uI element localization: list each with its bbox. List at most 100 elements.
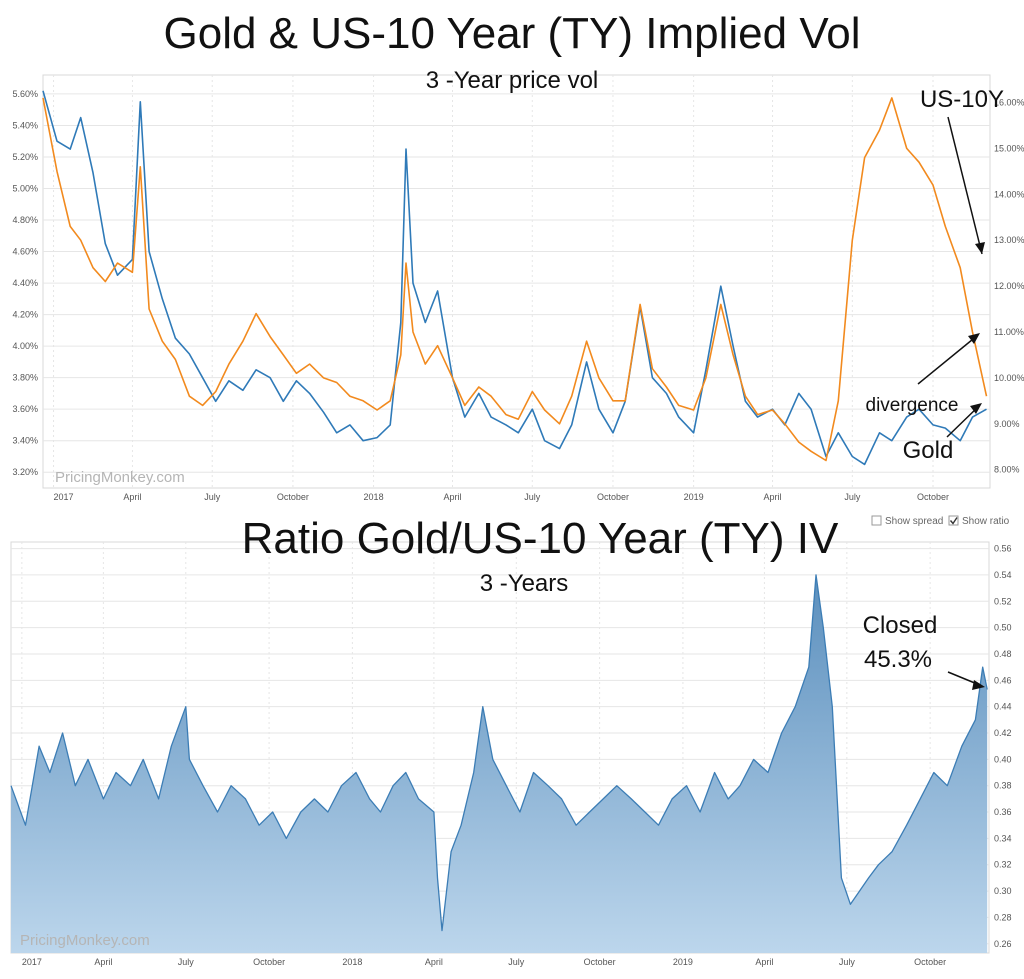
annotation-gold: Gold [903,437,954,464]
bottom-y-tick-label: 0.54 [994,570,1012,580]
top-y-left-tick-label: 3.40% [12,436,38,446]
bottom-x-tick-label: 2018 [342,957,362,967]
top-y-left-tick-label: 4.80% [12,215,38,225]
bottom-x-tick-label: April [755,957,773,967]
annotation-us10y: US-10Y [920,86,1004,113]
top-x-tick-label: April [123,492,141,502]
annotation-divergence: divergence [866,395,959,416]
bottom-watermark: PricingMonkey.com [20,932,150,949]
show-ratio-checkmark [949,517,958,525]
bottom-x-tick-label: October [253,957,285,967]
top-y-left-tick-label: 5.00% [12,183,38,193]
bottom-y-tick-label: 0.52 [994,596,1012,606]
top-chart-title: Gold & US-10 Year (TY) Implied Vol [164,9,861,58]
bottom-chart-subtitle: 3 -Years [480,570,569,597]
top-chart-subtitle: 3 -Year price vol [426,67,599,94]
top-chart: 2017 April July October 2018 April July October… [12,9,1024,502]
bottom-x-tick-label: July [839,957,856,967]
top-x-tick-label: 2017 [54,492,74,502]
top-x-tick-label: October [917,492,949,502]
bottom-x-tick-label: April [425,957,443,967]
top-y-right-tick-label: 16.00% [994,98,1024,108]
show-spread-control[interactable]: Show spread [871,515,943,527]
show-spread-checkbox[interactable] [871,515,882,526]
bottom-y-tick-label: 0.56 [994,544,1012,554]
bottom-y-tick-label: 0.46 [994,675,1012,685]
bottom-y-tick-label: 0.30 [994,886,1012,896]
top-watermark: PricingMonkey.com [55,469,185,486]
bottom-y-tick-label: 0.48 [994,649,1012,659]
series-line-us10y [42,90,987,466]
top-y-right-tick-label: 12.00% [994,281,1024,291]
series-line-gold [42,97,988,462]
bottom-y-tick-label: 0.42 [994,728,1012,738]
top-x-tick-label: July [204,492,221,502]
arrowhead-divergence [968,333,980,344]
top-y-right-tick-label: 14.00% [994,189,1024,199]
bottom-x-tick-label: April [94,957,112,967]
top-y-axis-left: 3.20% 3.40% 3.60% 3.80% 4.00% 4.20% 4.40% 4.60%… [12,89,38,477]
show-ratio-checkbox[interactable] [948,515,959,526]
top-y-left-tick-label: 5.20% [12,152,38,162]
top-x-tick-label: October [597,492,629,502]
arrow-divergence [917,334,979,385]
top-y-left-tick-label: 3.60% [12,404,38,414]
top-y-right-tick-label: 13.00% [994,235,1024,245]
bottom-y-tick-label: 0.28 [994,912,1012,922]
top-y-left-tick-label: 4.40% [12,278,38,288]
top-x-tick-label: October [277,492,309,502]
top-y-left-tick-label: 5.40% [12,120,38,130]
top-y-right-tick-label: 11.00% [994,327,1024,337]
bottom-x-tick-label: July [508,957,525,967]
bottom-y-tick-label: 0.34 [994,833,1012,843]
bottom-y-tick-label: 0.36 [994,807,1012,817]
bottom-x-tick-label: 2017 [22,957,42,967]
annotation-closed: Closed [863,612,938,639]
bottom-x-tick-label: July [178,957,195,967]
top-y-left-tick-label: 4.60% [12,247,38,257]
arrowhead-gold [970,403,982,414]
top-y-left-tick-label: 3.80% [12,373,38,383]
annotation-closed-value: 45.3% [864,646,932,673]
show-ratio-label[interactable]: Show ratio [962,516,1010,527]
show-ratio-control[interactable]: Show ratio [948,515,1010,527]
bottom-x-axis: 2017 April July October 2018 April July October… [22,957,946,967]
bottom-y-axis-right: 0.26 0.28 0.30 0.32 0.34 0.36 0.38 0.40 0.42 0.44… [994,544,1012,949]
series-line-ratio [10,574,988,932]
arrow-us10y [947,116,983,255]
top-y-left-tick-label: 4.20% [12,310,38,320]
bottom-y-tick-label: 0.44 [994,702,1012,712]
top-y-right-tick-label: 8.00% [994,465,1020,475]
bottom-y-tick-label: 0.50 [994,623,1012,633]
show-spread-label[interactable]: Show spread [885,516,943,527]
top-y-right-tick-label: 15.00% [994,143,1024,153]
top-x-tick-label: April [443,492,461,502]
bottom-y-tick-label: 0.26 [994,939,1012,949]
arrowhead-us10y [975,242,985,254]
top-x-tick-label: July [524,492,541,502]
top-y-left-tick-label: 4.00% [12,341,38,351]
top-y-axis-right: 8.00% 9.00% 10.00% 11.00% 12.00% 13.00% 14.00%… [994,98,1024,475]
top-x-tick-label: April [764,492,782,502]
bottom-y-tick-label: 0.32 [994,860,1012,870]
series-area-ratio [11,574,988,953]
top-grid [43,75,990,488]
top-y-right-tick-label: 9.00% [994,419,1020,429]
bottom-x-tick-label: 2019 [673,957,693,967]
bottom-chart: 2017 April July October 2018 April July October… [10,514,1012,967]
bottom-y-tick-label: 0.40 [994,754,1012,764]
top-x-tick-label: July [844,492,861,502]
bottom-chart-title: Ratio Gold/US-10 Year (TY) IV [242,514,839,563]
top-x-tick-label: 2018 [364,492,384,502]
top-x-axis: 2017 April July October 2018 April July October… [54,492,950,502]
top-y-left-tick-label: 5.60% [12,89,38,99]
arrowhead-closed [972,680,985,690]
top-x-tick-label: 2019 [684,492,704,502]
top-y-right-tick-label: 10.00% [994,373,1024,383]
bottom-y-tick-label: 0.38 [994,781,1012,791]
bottom-x-tick-label: October [584,957,616,967]
top-y-left-tick-label: 3.20% [12,467,38,477]
bottom-x-tick-label: October [914,957,946,967]
